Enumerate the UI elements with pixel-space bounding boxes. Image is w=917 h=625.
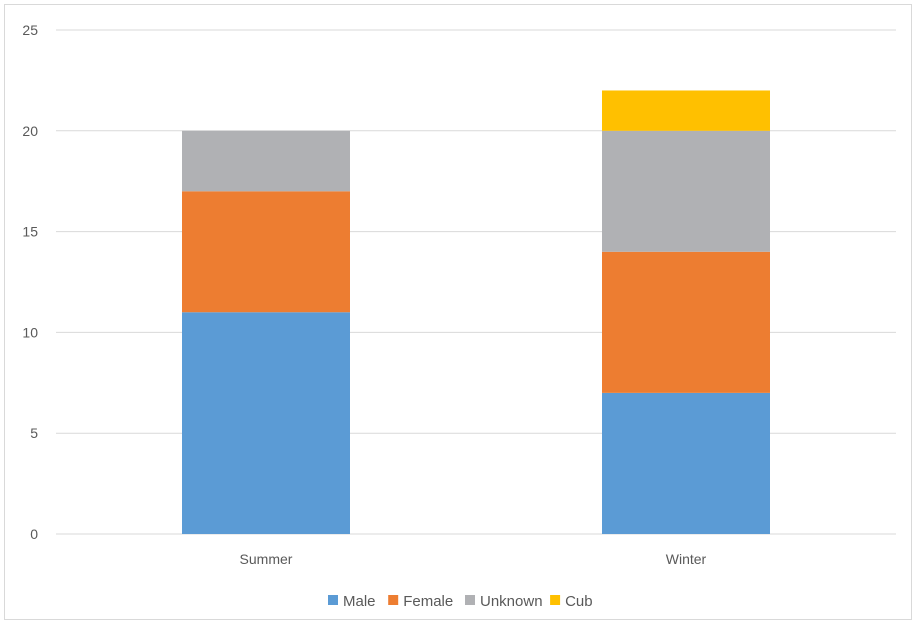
legend-swatch	[328, 595, 338, 605]
legend-item-unknown: Unknown	[465, 593, 543, 610]
y-tick-label: 5	[30, 425, 38, 441]
y-tick-label: 25	[22, 22, 38, 38]
bar-female-summer	[182, 191, 350, 313]
bar-cub-winter	[602, 90, 770, 131]
bar-unknown-summer	[182, 130, 350, 192]
y-tick-label: 10	[22, 324, 38, 340]
y-tick-label: 20	[22, 123, 38, 139]
legend-swatch	[388, 595, 399, 605]
bar-female-winter	[602, 251, 770, 393]
legend-item-cub: Cub	[550, 593, 593, 610]
legend-label: Female	[403, 593, 453, 610]
legend-label: Cub	[565, 593, 593, 610]
y-axis-tick-labels: 0 5 10 15 20 25	[22, 22, 38, 542]
x-axis-tick-labels: Summer Winter	[240, 551, 707, 567]
legend-item-male: Male	[328, 593, 376, 610]
x-tick-label: Winter	[666, 551, 707, 567]
bars	[182, 90, 770, 534]
legend-swatch	[465, 595, 475, 605]
y-tick-label: 15	[22, 224, 38, 240]
legend-label: Unknown	[480, 593, 543, 610]
y-tick-label: 0	[30, 526, 38, 542]
bar-male-summer	[182, 312, 350, 534]
legend-item-female: Female	[388, 593, 453, 610]
legend: Male Female Unknown Cub	[328, 593, 593, 610]
legend-label: Male	[343, 593, 376, 610]
legend-swatch	[550, 595, 561, 605]
bar-male-winter	[602, 392, 770, 534]
bar-unknown-winter	[602, 130, 770, 252]
x-tick-label: Summer	[240, 551, 293, 567]
